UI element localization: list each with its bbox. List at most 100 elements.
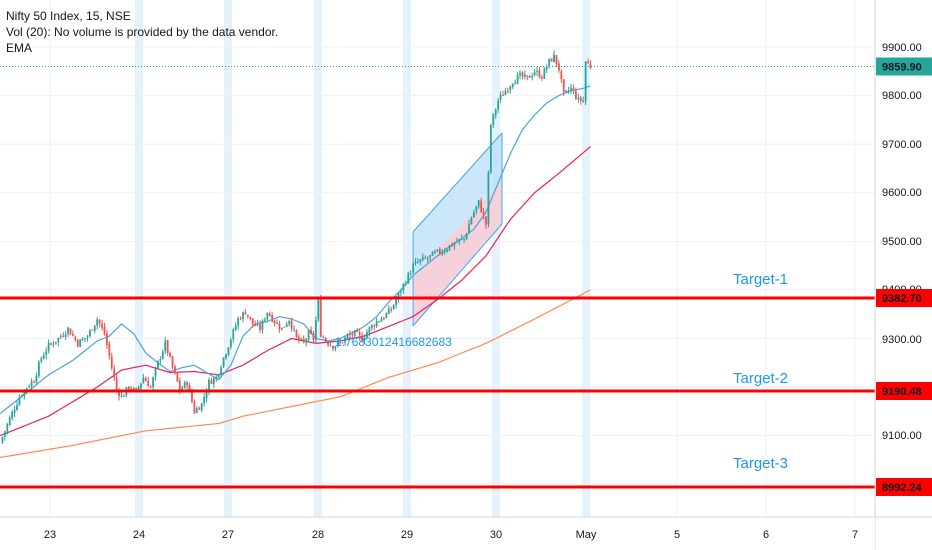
candle-body — [322, 336, 325, 338]
candle-body — [329, 345, 332, 347]
candle-body — [147, 380, 150, 387]
candle-body — [383, 318, 385, 320]
level-price-tag-label: 8992.24 — [882, 482, 923, 494]
candle-body — [290, 320, 293, 329]
candle-body — [441, 252, 444, 255]
time-tick-label: May — [576, 529, 597, 541]
candle-body — [101, 323, 103, 328]
candle-body — [205, 391, 208, 399]
candle-body — [157, 360, 159, 369]
candle-body — [3, 431, 6, 437]
candle-body — [446, 249, 449, 252]
price-tick-label: 9700.00 — [882, 139, 922, 151]
candle-body — [407, 272, 410, 284]
candle-body — [59, 336, 62, 338]
candle-body — [421, 257, 424, 260]
candle-body — [144, 378, 147, 382]
candle-body — [239, 318, 242, 320]
candle-body — [50, 343, 52, 345]
candle-body — [45, 351, 48, 355]
candle-body — [69, 328, 72, 335]
time-tick-label: 23 — [44, 529, 56, 541]
candle-body — [152, 377, 154, 387]
time-tick-label: 7 — [852, 529, 858, 541]
candle-body — [497, 100, 500, 109]
candle-body — [254, 323, 257, 327]
target-label-2[interactable]: Target-2 — [733, 370, 788, 387]
candle-body — [468, 224, 470, 233]
target-label-1[interactable]: Target-1 — [733, 271, 788, 288]
time-tick-label: 24 — [133, 529, 145, 541]
candle-body — [560, 71, 563, 80]
legend-volume[interactable]: Vol (20): No volume is provided by the d… — [6, 25, 279, 39]
candle-body — [67, 327, 69, 334]
candle-body — [200, 403, 203, 411]
candle-body — [181, 387, 184, 390]
candle-body — [108, 344, 111, 356]
candle-body — [137, 387, 140, 390]
candle-body — [451, 244, 453, 247]
target-label-3[interactable]: Target-3 — [733, 455, 788, 472]
candle-body — [198, 408, 201, 410]
candle-body — [259, 324, 261, 331]
candle-body — [438, 249, 441, 254]
candle-body — [227, 347, 230, 355]
candle-body — [210, 380, 213, 384]
candle-body — [562, 79, 565, 93]
candle-body — [106, 333, 108, 345]
candle-body — [502, 94, 504, 96]
candle-body — [300, 338, 303, 340]
channel-line-bottom — [412, 223, 503, 327]
legend-symbol[interactable]: Nifty 50 Index, 15, NSE — [6, 9, 131, 23]
candle-body — [93, 325, 96, 331]
time-tick-label: 6 — [763, 529, 769, 541]
candle-body — [558, 63, 560, 71]
candle-body — [191, 390, 193, 402]
price-tick-label: 9500.00 — [882, 236, 922, 248]
candle-body — [429, 255, 432, 258]
candle-body — [404, 283, 407, 285]
candle-body — [203, 397, 206, 403]
candle-body — [356, 329, 359, 332]
candle-body — [86, 336, 89, 338]
level-price-tag — [876, 382, 932, 400]
time-tick-label: 27 — [222, 529, 234, 541]
candle-body — [339, 342, 342, 344]
candle-body — [132, 388, 135, 391]
ema-mid-line — [0, 146, 591, 437]
candle-body — [149, 386, 152, 388]
candle-body — [268, 313, 271, 316]
candle-body — [334, 346, 337, 349]
candle-body — [390, 309, 393, 311]
candle-body — [127, 386, 130, 390]
candle-body — [217, 374, 220, 378]
candle-body — [261, 320, 264, 331]
price-tick-label: 9900.00 — [882, 42, 922, 54]
candle-body — [195, 408, 198, 413]
channel-line-top — [412, 132, 503, 233]
candle-body — [186, 382, 189, 386]
candle-body — [171, 356, 174, 368]
legend-ema[interactable]: EMA — [6, 41, 33, 55]
candle-body — [521, 72, 524, 77]
time-scale[interactable] — [0, 517, 875, 550]
candle-body — [409, 272, 412, 274]
candle-body — [472, 212, 475, 218]
trend-channel-lower — [413, 182, 502, 326]
candle-body — [123, 395, 125, 397]
candle-body — [74, 336, 77, 340]
ema-slow-line — [0, 289, 591, 459]
price-scale[interactable] — [875, 0, 932, 550]
candle-body — [368, 327, 371, 333]
candle-body — [271, 314, 274, 322]
candle-body — [555, 55, 558, 65]
candle-body — [263, 319, 266, 321]
candle-body — [538, 70, 541, 78]
candle-body — [118, 389, 120, 397]
candle-body — [526, 75, 529, 77]
time-tick-label: 30 — [490, 529, 502, 541]
candle-body — [18, 397, 21, 405]
candle-body — [361, 335, 363, 342]
